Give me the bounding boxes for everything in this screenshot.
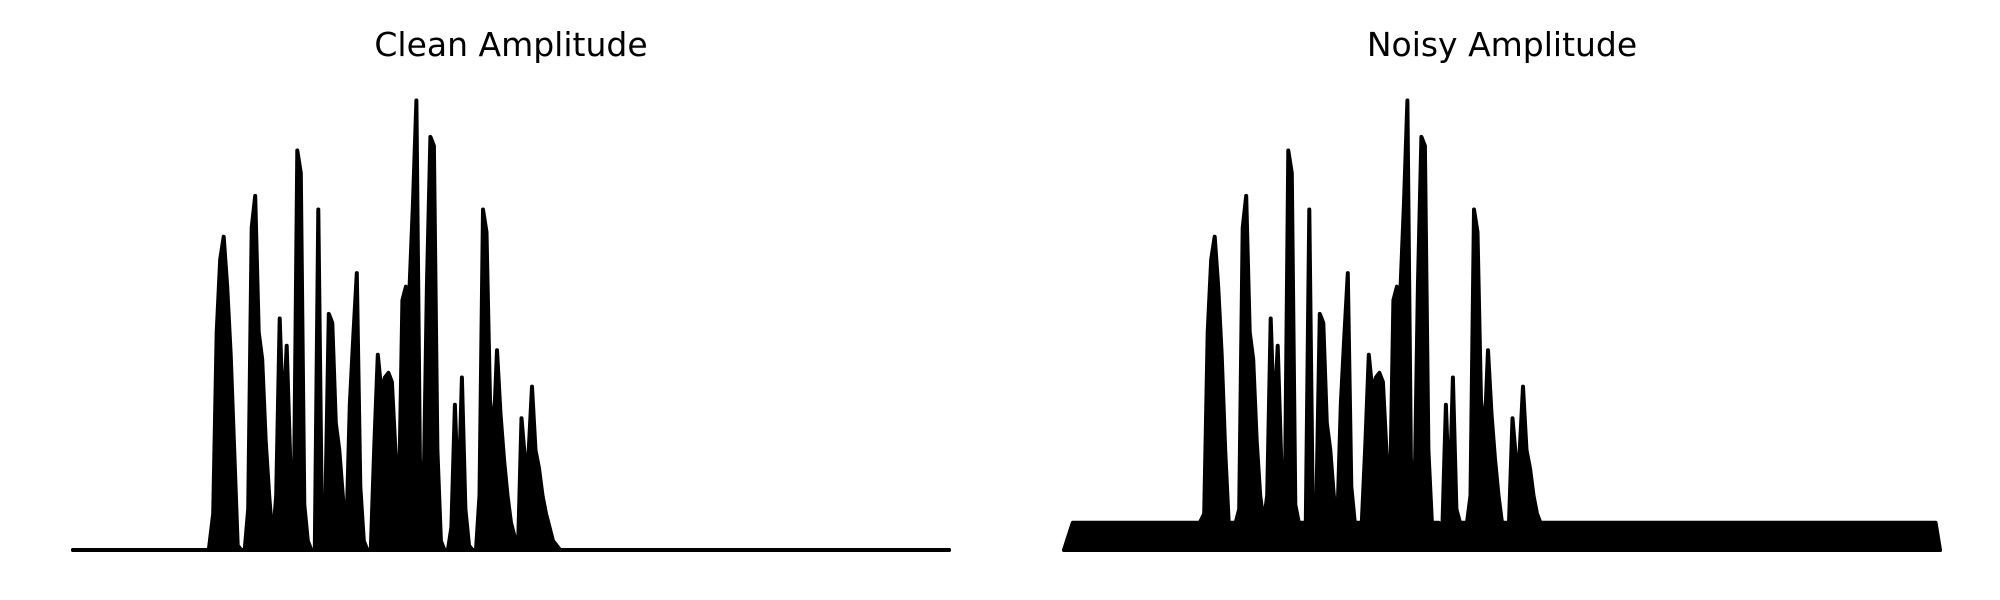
- clean-waveform: [71, 98, 951, 552]
- panel-clean: Clean Amplitude: [71, 25, 951, 552]
- noisy-waveform: [1062, 98, 1942, 552]
- panel-noisy: Noisy Amplitude: [1062, 25, 1942, 552]
- noisy-title: Noisy Amplitude: [1367, 25, 1637, 64]
- clean-title: Clean Amplitude: [374, 25, 647, 64]
